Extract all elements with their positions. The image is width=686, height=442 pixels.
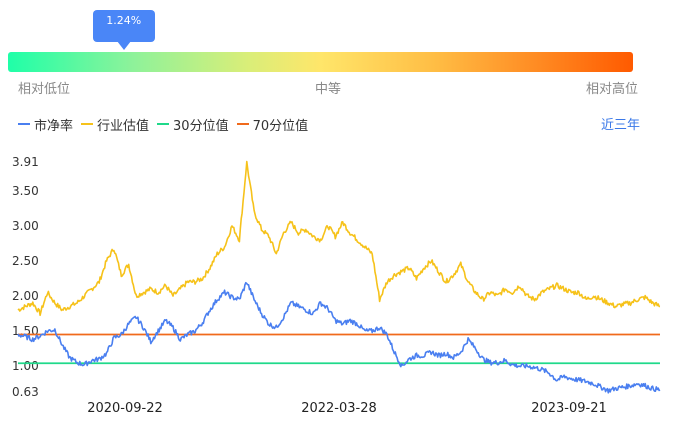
- y-tick-label: 0.63: [12, 385, 39, 399]
- pb-ratio-line: [17, 281, 661, 394]
- legend-label-industry: 行业估值: [97, 118, 150, 134]
- y-tick-label: 1.00: [12, 359, 39, 373]
- x-tick-label: 2023-09-21: [531, 401, 607, 416]
- chart-legend: 市净率 行业估值 30分位值 70分位值: [18, 114, 316, 134]
- y-tick-label: 3.50: [12, 184, 39, 198]
- gauge-mid-label: 中等: [315, 82, 342, 97]
- valuation-gauge: 1.24% 相对低位 中等 相对高位: [0, 0, 686, 100]
- legend-item-industry[interactable]: 行业估值: [81, 115, 149, 134]
- legend-swatch-pb: [18, 123, 30, 125]
- legend-item-p70[interactable]: 70分位值: [236, 115, 309, 134]
- y-tick-label: 2.50: [12, 254, 39, 268]
- legend-item-pb[interactable]: 市净率: [18, 115, 73, 134]
- x-tick-label: 2022-03-28: [301, 401, 377, 416]
- legend-label-pb: 市净率: [34, 118, 74, 134]
- percentile-bubble: 1.24%: [92, 10, 155, 50]
- gauge-low-label: 相对低位: [18, 82, 71, 97]
- bubble-pointer: [116, 41, 131, 50]
- y-tick-label: 3.00: [12, 219, 39, 233]
- x-tick-label: 2020-09-22: [87, 401, 163, 416]
- industry-valuation-line: [17, 160, 661, 317]
- gauge-high-label: 相对高位: [585, 82, 638, 97]
- legend-label-p70: 70分位值: [252, 118, 309, 134]
- percentile-value: 1.24%: [106, 14, 142, 27]
- y-tick-label: 3.91: [12, 155, 39, 169]
- period-selector[interactable]: 近三年: [600, 118, 640, 133]
- gradient-bar: [8, 52, 633, 72]
- y-tick-label: 2.00: [12, 289, 39, 303]
- legend-swatch-industry: [81, 123, 94, 125]
- legend-item-p30[interactable]: 30分位值: [157, 115, 229, 134]
- legend-swatch-p30: [157, 123, 170, 125]
- legend-swatch-p70: [236, 123, 249, 125]
- legend-label-p30: 30分位值: [173, 118, 229, 134]
